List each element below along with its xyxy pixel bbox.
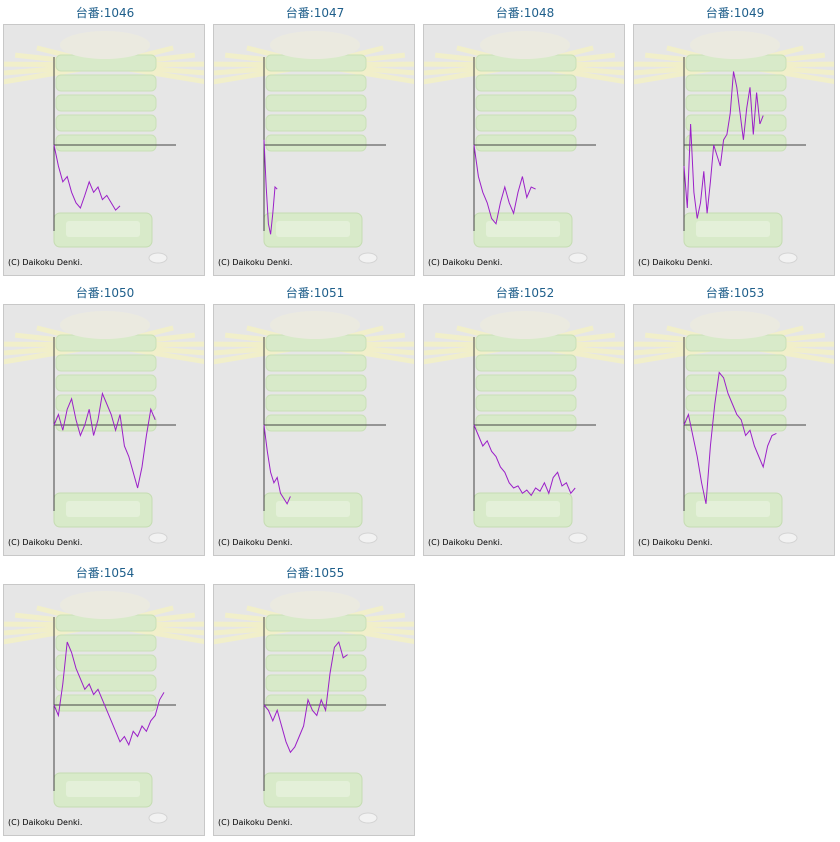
graph-panel: (C) Daikoku Denki.	[423, 304, 625, 556]
payout-line	[53, 144, 121, 211]
background-art	[4, 31, 204, 264]
graph-panel: (C) Daikoku Denki.	[633, 304, 835, 556]
background-art	[214, 31, 414, 264]
background-art	[634, 311, 834, 544]
copyright-text: (C) Daikoku Denki.	[638, 538, 713, 547]
graph-svg	[214, 31, 414, 264]
payout-line	[263, 640, 348, 754]
payout-line	[683, 71, 764, 219]
graph-svg	[424, 311, 624, 544]
machine-graph-card: 台番:1052 (C) Daikoku Denki.	[420, 280, 630, 560]
machine-graph-card: 台番:1054 (C) Daikoku Denki.	[0, 560, 210, 840]
machine-number-title[interactable]: 台番:1048	[495, 6, 555, 20]
machine-graph-card: 台番:1047 (C) Daikoku Denki.	[210, 0, 420, 280]
graph-svg	[4, 31, 204, 264]
background-art	[4, 311, 204, 544]
graph-svg	[4, 311, 204, 544]
background-art	[634, 31, 834, 264]
machine-graph-card: 台番:1048 (C) Daikoku Denki.	[420, 0, 630, 280]
machine-number-title[interactable]: 台番:1055	[285, 566, 345, 580]
payout-line	[473, 424, 576, 497]
payout-line	[263, 139, 278, 235]
copyright-text: (C) Daikoku Denki.	[8, 818, 83, 827]
machine-number-title[interactable]: 台番:1049	[705, 6, 765, 20]
payout-line	[263, 424, 291, 505]
machine-number-title[interactable]: 台番:1050	[75, 286, 135, 300]
graph-svg	[214, 591, 414, 824]
background-art	[4, 591, 204, 824]
machine-graph-card: 台番:1053 (C) Daikoku Denki.	[630, 280, 840, 560]
graph-panel: (C) Daikoku Denki.	[213, 584, 415, 836]
payout-line	[683, 371, 777, 504]
machine-graph-card: 台番:1051 (C) Daikoku Denki.	[210, 280, 420, 560]
graph-svg	[634, 31, 834, 264]
graph-panel: (C) Daikoku Denki.	[213, 24, 415, 276]
payout-line	[53, 391, 156, 489]
copyright-text: (C) Daikoku Denki.	[638, 258, 713, 267]
graph-svg	[634, 311, 834, 544]
machine-number-title[interactable]: 台番:1047	[285, 6, 345, 20]
background-art	[424, 31, 624, 264]
machine-number-title[interactable]: 台番:1051	[285, 286, 345, 300]
payout-line	[53, 641, 165, 747]
copyright-text: (C) Daikoku Denki.	[428, 258, 503, 267]
payout-line	[473, 144, 536, 225]
machine-graph-card: 台番:1055 (C) Daikoku Denki.	[210, 560, 420, 840]
graph-svg	[214, 311, 414, 544]
copyright-text: (C) Daikoku Denki.	[428, 538, 503, 547]
copyright-text: (C) Daikoku Denki.	[218, 538, 293, 547]
machine-graph-card: 台番:1050 (C) Daikoku Denki.	[0, 280, 210, 560]
background-art	[214, 311, 414, 544]
graph-panel: (C) Daikoku Denki.	[213, 304, 415, 556]
machine-number-title[interactable]: 台番:1053	[705, 286, 765, 300]
copyright-text: (C) Daikoku Denki.	[8, 258, 83, 267]
background-art	[214, 591, 414, 824]
graph-svg	[424, 31, 624, 264]
machine-number-title[interactable]: 台番:1054	[75, 566, 135, 580]
graph-svg	[4, 591, 204, 824]
graph-panel: (C) Daikoku Denki.	[633, 24, 835, 276]
machine-number-title[interactable]: 台番:1052	[495, 286, 555, 300]
machine-number-title[interactable]: 台番:1046	[75, 6, 135, 20]
copyright-text: (C) Daikoku Denki.	[218, 258, 293, 267]
graph-panel: (C) Daikoku Denki.	[423, 24, 625, 276]
machine-graph-card: 台番:1049 (C) Daikoku Denki.	[630, 0, 840, 280]
graph-panel: (C) Daikoku Denki.	[3, 584, 205, 836]
background-art	[424, 311, 624, 544]
machine-graph-card: 台番:1046 (C) Daikoku Denki.	[0, 0, 210, 280]
graph-panel: (C) Daikoku Denki.	[3, 24, 205, 276]
graph-panel: (C) Daikoku Denki.	[3, 304, 205, 556]
copyright-text: (C) Daikoku Denki.	[8, 538, 83, 547]
copyright-text: (C) Daikoku Denki.	[218, 818, 293, 827]
